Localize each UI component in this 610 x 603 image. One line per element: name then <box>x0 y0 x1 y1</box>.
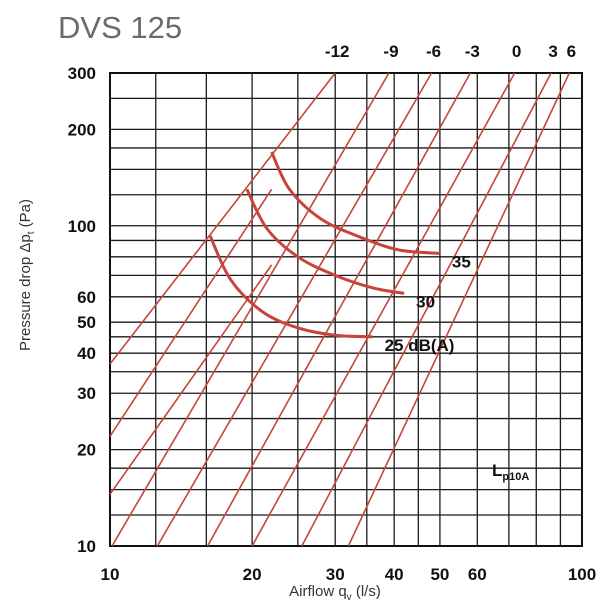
sound-curve-2 <box>270 151 441 255</box>
setting-line-1 <box>111 72 390 547</box>
y-tick-label-3: 40 <box>77 344 96 363</box>
y-tick-label-8: 300 <box>68 64 96 83</box>
setting-label-2: -6 <box>426 42 441 61</box>
x-axis-label: Airflow qv (l/s) <box>289 583 381 603</box>
setting-label-6: 6 <box>567 42 576 61</box>
setting-label-3: -3 <box>465 42 480 61</box>
x-tick-label-0: 10 <box>101 565 120 584</box>
y-tick-label-5: 60 <box>77 288 96 307</box>
plot-frame <box>109 72 583 547</box>
curve-labels: 25 dB(A) 30 35 <box>385 252 471 354</box>
sound-curve-label-2: 35 <box>452 252 471 271</box>
setting-line-5 <box>301 72 552 547</box>
x-tick-label-3: 40 <box>385 565 404 584</box>
x-tick-label-6: 100 <box>568 565 596 584</box>
sound-curve-0 <box>208 235 373 339</box>
x-tick-label-5: 60 <box>468 565 487 584</box>
y-tick-label-1: 20 <box>77 441 96 460</box>
setting-lines: -12 -9 -6 -3 0 3 6 <box>109 42 576 547</box>
chart-title: DVS 125 <box>58 10 182 45</box>
x-tick-label-1: 20 <box>243 565 262 584</box>
y-tick-label-2: 30 <box>77 384 96 403</box>
setting-label-1: -9 <box>383 42 398 61</box>
sound-curve-label-1: 30 <box>416 292 435 311</box>
y-tick-label-7: 200 <box>68 120 96 139</box>
setting-line-0 <box>109 72 336 365</box>
y-axis-label: Pressure drop Δpt (Pa) <box>17 199 37 351</box>
setting-line-2 <box>156 72 433 547</box>
setting-line-extra-1 <box>109 188 273 437</box>
x-tick-label-4: 50 <box>430 565 449 584</box>
y-tick-label-6: 100 <box>68 217 96 236</box>
setting-line-4 <box>251 72 516 547</box>
legend-lp10a: Lp10A <box>492 461 529 483</box>
setting-line-extra-0 <box>109 264 273 495</box>
setting-label-4: 0 <box>512 42 521 61</box>
setting-line-6 <box>347 72 571 547</box>
y-tick-label-4: 50 <box>77 313 96 332</box>
sound-curve-label-0: 25 dB(A) <box>385 336 455 355</box>
x-tick-label-2: 30 <box>326 565 345 584</box>
tick-labels: 10 20 30 40 50 60 100 200 300 10 20 30 40 50 60 100 <box>68 64 597 584</box>
sound-curves <box>208 151 441 339</box>
setting-label-5: 3 <box>548 42 557 61</box>
setting-label-0: -12 <box>325 42 350 61</box>
setting-line-3 <box>206 72 472 547</box>
sound-curve-1 <box>245 188 405 295</box>
y-tick-label-0: 10 <box>77 537 96 556</box>
